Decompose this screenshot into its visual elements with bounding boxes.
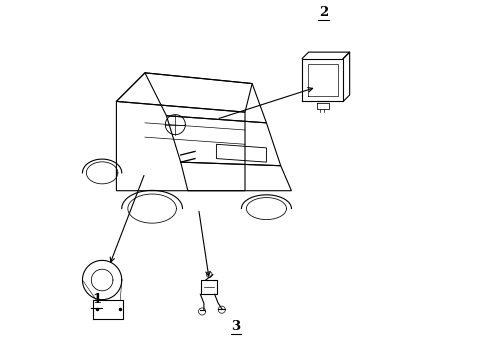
- Text: 1: 1: [92, 293, 101, 306]
- Text: 3: 3: [231, 320, 241, 333]
- Text: 2: 2: [319, 6, 328, 19]
